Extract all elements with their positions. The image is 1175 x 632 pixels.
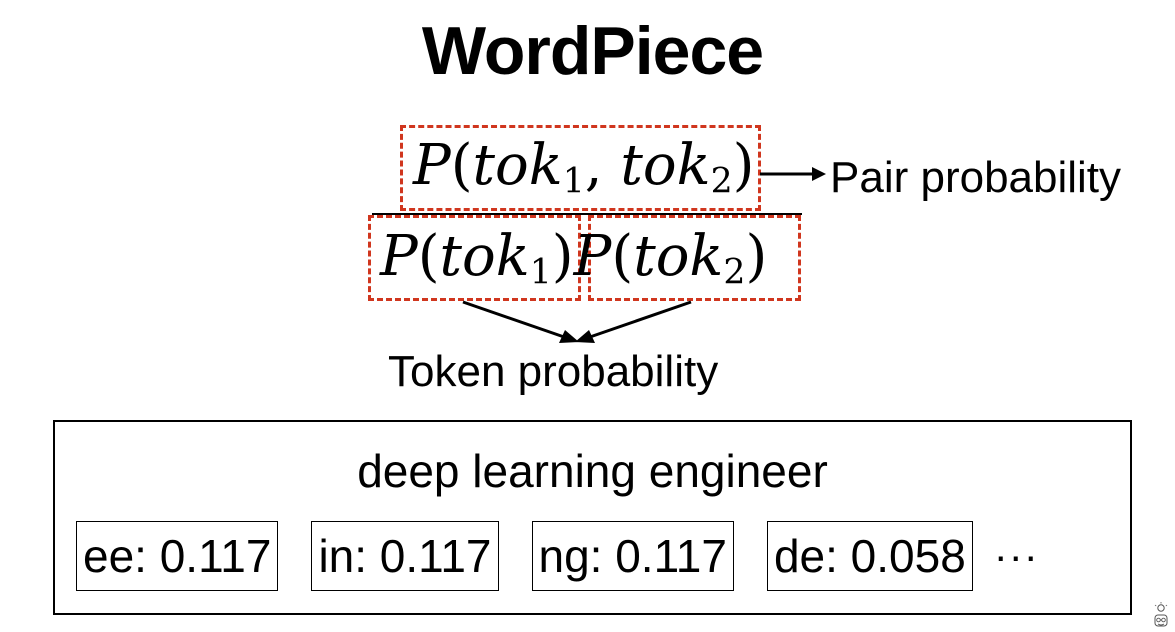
token-arrows	[462, 300, 692, 343]
pair-probability-highlight	[400, 125, 761, 211]
example-panel: deep learning engineer ee: 0.117 in: 0.1…	[53, 420, 1132, 615]
token-score-in: in: 0.117	[311, 521, 499, 591]
slide-title: WordPiece	[421, 13, 764, 89]
token-probability-formula: P(tok1)P(tok2)	[380, 224, 768, 293]
lightbulb-person-icon	[1154, 602, 1168, 627]
more-ellipsis: ···	[993, 532, 1039, 579]
token-probability-label: Token probability	[388, 347, 719, 396]
example-phrase: deep learning engineer	[357, 445, 828, 497]
pair-probability-formula: P(tok1, tok2)	[413, 133, 755, 202]
token-score-ng: ng: 0.117	[531, 521, 734, 591]
pair-arrow	[760, 167, 826, 181]
token-score-ee: ee: 0.117	[76, 521, 279, 591]
pair-probability-label: Pair probability	[830, 153, 1122, 202]
fraction-bar	[372, 213, 802, 215]
token2-probability-highlight	[588, 215, 801, 301]
token-score-list: ee: 0.117 in: 0.117 ng: 0.117 de: 0.058 …	[76, 521, 1039, 591]
token-score-de: de: 0.058	[766, 521, 973, 591]
token1-probability-highlight	[368, 215, 581, 301]
